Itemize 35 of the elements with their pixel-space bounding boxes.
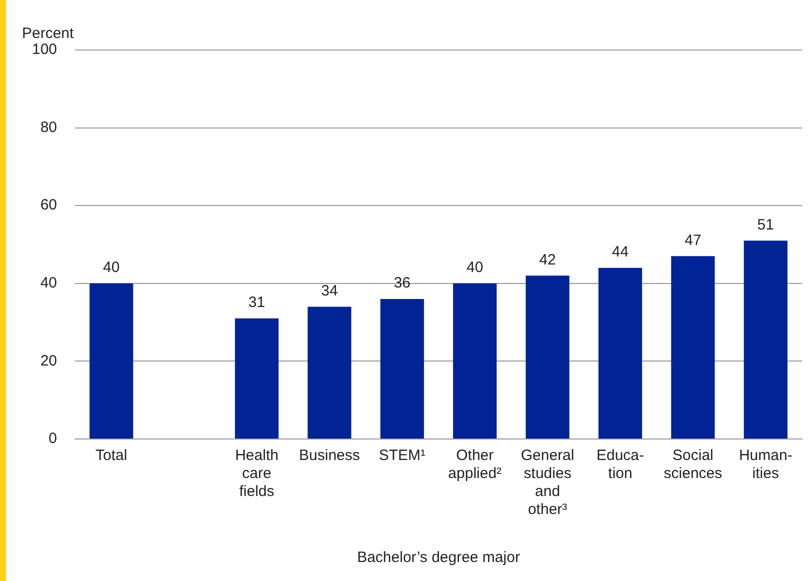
data-label: 40 [103,259,120,276]
data-label: 31 [248,294,266,312]
data-label: 47 [684,232,702,249]
bar [380,298,424,438]
x-tick-label: Social sciences [664,447,722,482]
bar [308,306,352,438]
y-axis-title: Percent [22,25,75,42]
data-label: 51 [757,216,774,234]
bar [526,276,570,438]
x-tick-label: Total [96,447,128,464]
x-tick-label: Human- ities [738,447,792,482]
y-tick-label: 100 [32,41,58,58]
bar [598,268,642,438]
data-label: 42 [539,251,556,268]
y-tick-label: 60 [40,196,58,214]
x-tick-label: Health care fields [235,447,278,500]
y-tick-label: 80 [40,118,58,136]
data-label: 44 [612,243,629,260]
bar [671,256,715,438]
x-tick-label: STEM¹ [378,447,426,464]
x-tick-label: Business [299,447,360,464]
x-tick-label: Other applied² [448,447,502,482]
bar [234,318,279,438]
bar [744,240,788,438]
y-tick-label: 0 [48,430,58,448]
x-tick-label: General studies and other³ [520,447,574,518]
bar [90,283,134,438]
y-tick-label: 40 [40,274,58,292]
data-label: 40 [466,259,484,276]
data-label: 36 [394,274,411,292]
y-tick-label: 20 [40,352,58,370]
x-axis-title: Bachelor’s degree major [357,549,520,566]
x-tick-label: Educa- tion [596,447,644,482]
data-label: 34 [321,282,338,300]
bar [453,283,497,438]
